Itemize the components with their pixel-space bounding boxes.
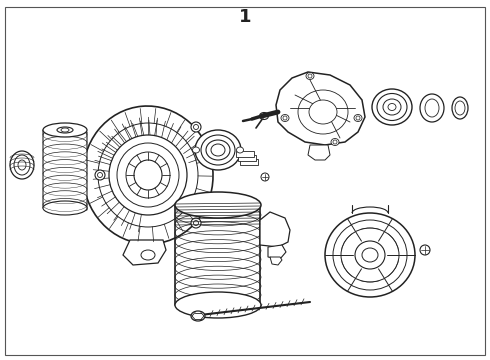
Ellipse shape [191,218,201,228]
Ellipse shape [354,114,362,122]
Ellipse shape [283,116,287,120]
Polygon shape [276,72,365,145]
Ellipse shape [261,173,269,181]
Ellipse shape [175,292,261,318]
Ellipse shape [372,89,412,125]
Bar [236,151,254,157]
Ellipse shape [191,122,201,132]
Ellipse shape [194,220,198,225]
Ellipse shape [141,250,155,260]
Ellipse shape [18,160,26,170]
Ellipse shape [57,127,73,133]
Ellipse shape [175,192,261,218]
Polygon shape [268,245,286,259]
Ellipse shape [109,135,187,215]
Ellipse shape [14,155,30,175]
Ellipse shape [331,139,339,145]
Ellipse shape [195,130,241,170]
Ellipse shape [309,100,337,124]
Polygon shape [43,130,87,210]
Ellipse shape [201,135,235,165]
Ellipse shape [95,170,105,180]
Polygon shape [123,240,166,265]
Ellipse shape [355,241,385,269]
Ellipse shape [356,116,360,120]
Ellipse shape [191,311,205,321]
Ellipse shape [134,160,162,190]
Ellipse shape [126,152,170,198]
Ellipse shape [420,245,430,255]
Polygon shape [270,257,282,265]
Ellipse shape [452,97,468,119]
Ellipse shape [211,144,225,156]
Ellipse shape [61,128,69,132]
Ellipse shape [306,72,314,80]
Ellipse shape [194,125,198,130]
Ellipse shape [10,151,34,179]
Bar [238,155,256,161]
Ellipse shape [333,140,337,144]
Polygon shape [260,212,290,247]
Ellipse shape [281,114,289,122]
Ellipse shape [98,123,198,227]
Text: 1: 1 [239,8,251,26]
Ellipse shape [383,99,401,115]
Ellipse shape [237,147,244,153]
Ellipse shape [362,248,378,262]
Ellipse shape [325,213,415,297]
Ellipse shape [377,94,407,121]
Ellipse shape [193,147,199,153]
Ellipse shape [260,112,269,120]
Ellipse shape [43,201,87,215]
Ellipse shape [308,74,312,78]
Polygon shape [308,145,330,160]
Ellipse shape [83,106,213,244]
Ellipse shape [206,140,230,160]
Ellipse shape [420,94,444,122]
Ellipse shape [117,143,179,207]
Bar [240,159,258,165]
Ellipse shape [388,104,396,111]
Ellipse shape [43,123,87,137]
Ellipse shape [98,172,102,177]
